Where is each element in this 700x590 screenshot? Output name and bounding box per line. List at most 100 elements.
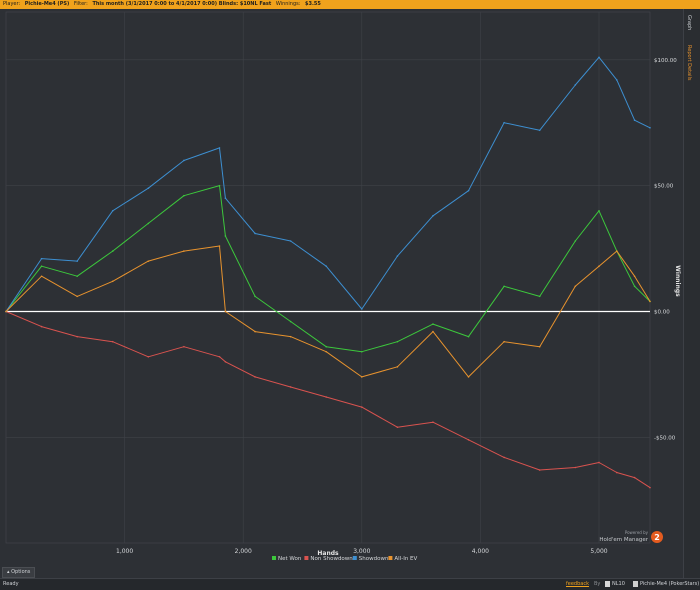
data-point-non-showdown	[467, 439, 470, 441]
data-point-showdown	[224, 197, 227, 200]
brand-powered: Powered by	[625, 530, 649, 535]
data-point-net-won	[325, 345, 328, 348]
brand-badge-icon	[651, 531, 663, 543]
data-point-showdown	[574, 84, 577, 86]
data-point-all-in-ev	[224, 310, 227, 313]
status-bar: Ready feedback By NL10 Pichie-Me4 (Poker…	[0, 578, 700, 590]
options-button[interactable]: ▴ Options	[2, 567, 36, 578]
player-label: Player:	[3, 1, 21, 7]
data-point-net-won	[432, 323, 434, 325]
data-point-non-showdown	[147, 355, 150, 358]
data-point-non-showdown	[649, 486, 651, 489]
data-point-all-in-ev	[538, 345, 541, 348]
data-point-showdown	[361, 308, 363, 310]
y-tick-label: $50.00	[654, 184, 674, 190]
data-point-showdown	[503, 121, 505, 124]
data-point-all-in-ev	[574, 285, 577, 288]
legend-swatch-net-won	[272, 556, 276, 560]
data-point-non-showdown	[254, 376, 256, 378]
legend: Net Won Non Showdown Showdown All-In EV	[272, 556, 418, 562]
player-name[interactable]: Pichie-Me4 (PS)	[24, 1, 70, 7]
series-line-non-showdown	[5, 311, 651, 489]
winnings-label: Winnings:	[275, 1, 301, 7]
data-point-net-won	[538, 295, 541, 298]
data-point-all-in-ev	[5, 310, 7, 313]
series-line-all-in-ev	[5, 245, 651, 378]
data-point-showdown	[467, 189, 470, 192]
data-point-showdown	[40, 257, 43, 260]
player-icon	[633, 580, 638, 587]
series-line-net-won	[5, 185, 651, 353]
data-point-showdown	[432, 215, 434, 217]
data-point-showdown	[218, 147, 221, 149]
x-tick-label: 2,000	[235, 548, 252, 555]
x-axis: 1,000 2,000 3,000 4,000 5,000	[116, 548, 608, 555]
data-point-showdown	[183, 159, 185, 162]
tab-report-details[interactable]: Report Details	[686, 45, 692, 81]
data-point-all-in-ev	[325, 350, 328, 353]
data-point-net-won	[218, 184, 221, 187]
limit-icon	[605, 580, 610, 587]
by-label: By	[594, 581, 601, 587]
data-point-showdown	[147, 187, 150, 189]
data-point-showdown	[289, 240, 292, 242]
data-point-net-won	[224, 235, 227, 237]
data-point-all-in-ev	[147, 260, 150, 262]
options-bar: ▴ Options	[0, 566, 683, 578]
data-point-net-won	[633, 285, 636, 288]
data-point-non-showdown	[218, 355, 221, 358]
legend-swatch-showdown	[352, 556, 357, 560]
y-axis: $100.00 $50.00 $0.00 -$50.00	[654, 58, 677, 441]
data-point-all-in-ev	[633, 275, 636, 278]
right-tab-strip: Graph Report Details	[683, 9, 700, 578]
x-tick-label: 5,000	[590, 548, 607, 555]
series-line-showdown	[5, 56, 651, 312]
brand-version: 2	[654, 533, 660, 542]
brand-name: Hold'em Manager	[599, 537, 648, 543]
data-point-net-won	[574, 240, 577, 242]
tab-graph[interactable]: Graph	[686, 15, 692, 31]
data-point-showdown	[598, 56, 600, 59]
filter-label: Filter:	[73, 1, 88, 7]
data-point-non-showdown	[574, 466, 577, 469]
player-indicator-label: Pichie-Me4 (PokerStars)	[640, 581, 700, 587]
data-point-net-won	[361, 350, 363, 353]
data-point-net-won	[183, 194, 185, 197]
feedback-link[interactable]: feedback	[566, 581, 589, 587]
plot-frame	[5, 11, 651, 544]
data-point-non-showdown	[224, 361, 227, 363]
data-point-all-in-ev	[615, 250, 618, 252]
data-point-net-won	[503, 285, 505, 288]
data-point-non-showdown	[111, 340, 114, 343]
data-point-non-showdown	[396, 426, 399, 429]
legend-label-showdown: Showdown	[359, 556, 389, 562]
data-point-net-won	[598, 210, 600, 212]
y-tick-label: $100.00	[654, 58, 677, 64]
player-indicator[interactable]: Pichie-Me4 (PokerStars)	[633, 579, 699, 590]
winnings-value: $3.55	[305, 1, 321, 7]
data-point-all-in-ev	[503, 340, 505, 343]
data-point-all-in-ev	[289, 335, 292, 338]
data-point-net-won	[254, 295, 256, 298]
limit-indicator[interactable]: NL10	[605, 579, 625, 590]
data-point-net-won	[40, 265, 43, 267]
x-tick-label: 4,000	[472, 548, 489, 555]
data-point-all-in-ev	[254, 330, 256, 333]
data-point-showdown	[633, 119, 636, 122]
filter-value[interactable]: This month (3/1/2017 0:00 to 4/1/2017 0:…	[92, 1, 272, 7]
data-point-all-in-ev	[396, 366, 399, 368]
data-point-all-in-ev	[649, 300, 651, 303]
data-point-all-in-ev	[183, 250, 185, 252]
options-label: Options	[11, 569, 31, 575]
data-point-showdown	[615, 79, 618, 81]
series-lines	[5, 56, 651, 489]
data-point-showdown	[254, 232, 256, 235]
x-tick-label: 1,000	[116, 548, 133, 555]
winnings-graph: 1,000 2,000 3,000 4,000 5,000 $100.00$50.00$…	[0, 9, 683, 566]
data-point-showdown	[396, 255, 399, 257]
data-point-showdown	[325, 265, 328, 267]
data-point-non-showdown	[615, 471, 618, 474]
data-point-showdown	[538, 129, 541, 132]
limit-label: NL10	[612, 581, 625, 587]
data-point-all-in-ev	[467, 376, 470, 378]
